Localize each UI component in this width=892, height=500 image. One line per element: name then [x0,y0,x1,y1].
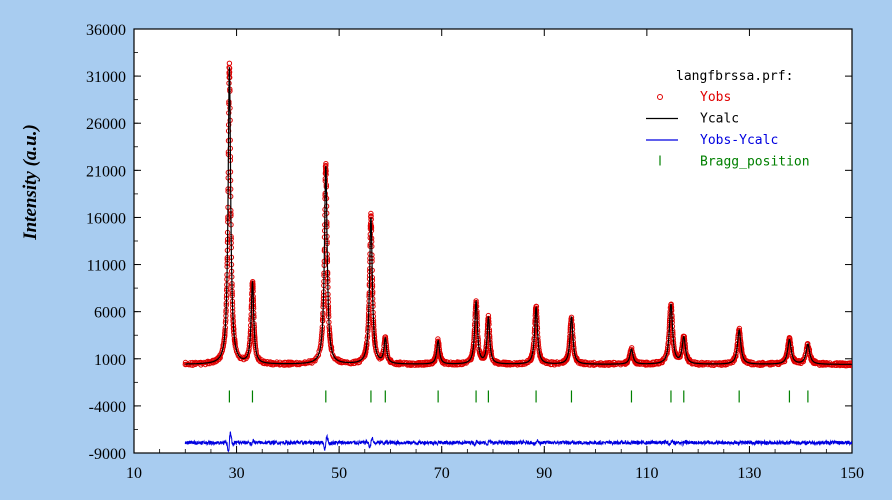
yobs-point [401,359,407,366]
x-tick-label: 130 [737,465,761,482]
legend-entry-label: Bragg_position [700,155,810,170]
yobs-point [315,352,322,358]
x-tick-label: 150 [840,465,864,482]
yobs-point [323,161,329,167]
legend-yobs-symbol [657,94,663,100]
x-tick-label: 50 [331,465,347,482]
yobs-point [190,362,196,368]
y-tick-label: 6000 [94,305,126,322]
y-tick-label: 21000 [86,163,126,180]
x-tick-label: 10 [126,465,142,482]
y-axis-label: Intensity (a.u.) [20,124,41,241]
y-tick-label: 11000 [87,258,126,275]
legend-entry-label: Yobs [700,90,731,105]
x-tick-label: 90 [536,465,552,482]
legend: langfbrssa.prf: Yobs Ycalc Yobs-Ycalc Bragg_… [646,69,810,170]
legend-entry-label: Yobs-Ycalc [700,133,778,148]
legend-title: langfbrssa.prf: [676,69,793,84]
yobs-point [226,60,233,66]
yobs-point [314,353,320,360]
y-tick-label: 16000 [86,210,126,227]
x-tick-label: 70 [434,465,450,482]
ycalc-line [185,67,852,365]
plot-area [133,28,853,454]
yobs-point [849,362,852,369]
yobs-point [848,360,852,366]
legend-entry-label: Ycalc [700,112,739,127]
x-tick-label: 110 [635,465,658,482]
y-tick-label: 1000 [94,352,126,369]
x-tick-label: 30 [229,465,245,482]
y-tick-label: -9000 [89,446,126,463]
y-tick-label: 31000 [86,69,126,86]
y-tick-label: -4000 [89,399,126,416]
y-tick-label: 36000 [86,22,126,39]
difference-line [184,431,852,453]
yobs-point [368,210,374,217]
y-tick-label: 26000 [86,116,126,133]
yobs-point [711,360,717,366]
